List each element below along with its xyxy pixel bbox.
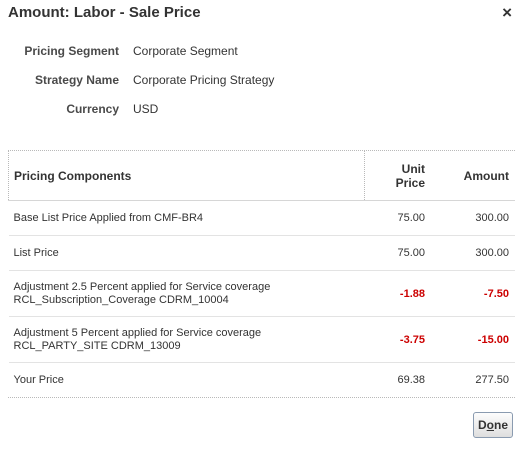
table-row: Adjustment 5 Percent applied for Service…: [8, 316, 515, 363]
strategy-name-label: Strategy Name: [34, 73, 119, 87]
header-unit-price-line1: Unit: [401, 161, 425, 176]
unit-price-cell: 75.00: [364, 200, 433, 236]
table-row: Adjustment 2.5 Percent applied for Servi…: [8, 270, 515, 317]
component-cell: Base List Price Applied from CMF-BR4: [8, 200, 365, 236]
header-amount: Amount: [433, 151, 515, 201]
unit-price-cell: -1.88: [364, 270, 433, 317]
component-subtext: RCL_Subscription_Coverage CDRM_10004: [13, 293, 229, 306]
component-text: Base List Price Applied from CMF-BR4: [13, 211, 204, 224]
done-label-suffix: ne: [494, 418, 509, 432]
component-text: Adjustment 5 Percent applied for Service…: [13, 326, 262, 339]
component-cell: Your Price: [9, 363, 365, 398]
amount-cell: -7.50: [433, 270, 515, 317]
header-pricing-components: Pricing Components: [8, 151, 365, 201]
table-row: List Price 75.00 300.00: [8, 235, 515, 271]
component-cell: Adjustment 2.5 Percent applied for Servi…: [8, 270, 365, 317]
amount-cell: 300.00: [433, 235, 515, 271]
pricing-meta: Pricing Segment Corporate Segment Strate…: [0, 44, 274, 131]
component-text: Adjustment 2.5 Percent applied for Servi…: [13, 280, 271, 293]
unit-price-cell: -3.75: [364, 316, 433, 363]
component-text: Your Price: [13, 373, 64, 386]
pricing-segment-value: Corporate Segment: [133, 44, 238, 58]
header-unit-price-line2: Price: [395, 175, 425, 190]
amount-cell: 277.50: [475, 374, 509, 386]
table-row-total: Your Price 69.38 277.50: [9, 363, 516, 398]
currency-value: USD: [133, 102, 159, 116]
table-row: Base List Price Applied from CMF-BR4 75.…: [8, 200, 515, 236]
currency-row: Currency USD: [0, 102, 274, 131]
amount-cell: -15.00: [433, 316, 515, 363]
pricing-segment-label: Pricing Segment: [24, 44, 119, 58]
done-label-prefix: D: [477, 418, 487, 432]
currency-label: Currency: [66, 102, 119, 116]
done-button[interactable]: Done: [473, 412, 513, 438]
unit-price-cell: 75.00: [364, 235, 433, 271]
pricing-segment-row: Pricing Segment Corporate Segment: [0, 44, 274, 73]
done-label-accesskey: o: [486, 418, 494, 432]
close-icon[interactable]: ×: [502, 3, 512, 22]
component-subtext: RCL_PARTY_SITE CDRM_13009: [13, 339, 181, 352]
strategy-name-value: Corporate Pricing Strategy: [133, 73, 275, 87]
strategy-name-row: Strategy Name Corporate Pricing Strategy: [0, 73, 274, 102]
amount-cell: 300.00: [433, 200, 515, 236]
table-header-row: Pricing Components Unit Price Amount: [8, 151, 515, 201]
component-cell: List Price: [8, 235, 365, 271]
component-text: List Price: [13, 246, 59, 259]
unit-price-cell: 69.38: [397, 374, 425, 386]
header-unit-price: Unit Price: [364, 151, 433, 201]
dialog-title: Amount: Labor - Sale Price: [8, 4, 201, 21]
pricing-table: Pricing Components Unit Price Amount Bas…: [8, 150, 515, 398]
component-cell: Adjustment 5 Percent applied for Service…: [8, 316, 365, 363]
